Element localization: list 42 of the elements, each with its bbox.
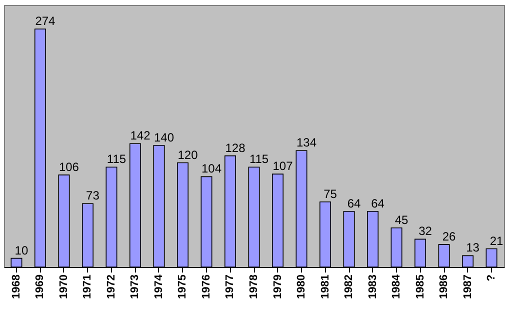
data-label: 10 [14, 243, 28, 258]
x-tick-label: 1985 [414, 274, 426, 299]
data-label: 128 [225, 140, 246, 155]
x-tick-label: 1972 [105, 274, 118, 299]
data-label: 140 [154, 130, 174, 144]
data-label: 64 [347, 196, 362, 210]
x-tick-label: 1979 [272, 274, 284, 299]
data-label: 45 [394, 212, 409, 227]
x-tick-label: 1975 [176, 274, 189, 299]
x-tick-label: 1982 [343, 274, 356, 299]
data-label: 104 [201, 162, 222, 176]
x-tick-label: 1978 [248, 274, 260, 299]
x-tick-label: 1983 [366, 274, 379, 299]
x-tick-label: 1970 [58, 274, 70, 299]
x-tick-label: 1986 [438, 274, 450, 299]
x-tick-label: 1971 [82, 274, 94, 299]
data-label: 64 [371, 196, 385, 210]
data-label: 32 [418, 224, 432, 238]
x-tick-label: 1968 [10, 274, 22, 299]
x-tick-label: 1977 [224, 274, 236, 299]
data-label: 73 [86, 188, 100, 203]
data-label: 75 [324, 186, 338, 201]
data-label: 274 [35, 14, 56, 28]
x-tick-label: 1969 [34, 274, 46, 299]
data-label: 13 [466, 240, 480, 255]
x-tick-label: 1984 [390, 274, 403, 299]
data-label: 115 [249, 152, 269, 166]
data-label: 107 [272, 159, 294, 174]
data-label: 106 [58, 160, 80, 174]
x-tick-label: ? [486, 274, 498, 282]
x-tick-label: 1974 [152, 274, 165, 299]
data-label: 115 [106, 152, 126, 166]
x-tick-label: 1987 [462, 274, 474, 299]
data-label: 120 [178, 148, 198, 162]
data-label: 142 [130, 128, 151, 143]
data-label: 26 [442, 229, 456, 244]
x-tick-label: 1976 [200, 274, 212, 299]
x-tick-label: 1980 [296, 274, 308, 299]
data-label: 21 [490, 234, 504, 248]
x-tick-label: 1973 [129, 274, 142, 299]
x-tick-label: 1981 [319, 274, 332, 299]
data-label: 134 [296, 136, 317, 150]
